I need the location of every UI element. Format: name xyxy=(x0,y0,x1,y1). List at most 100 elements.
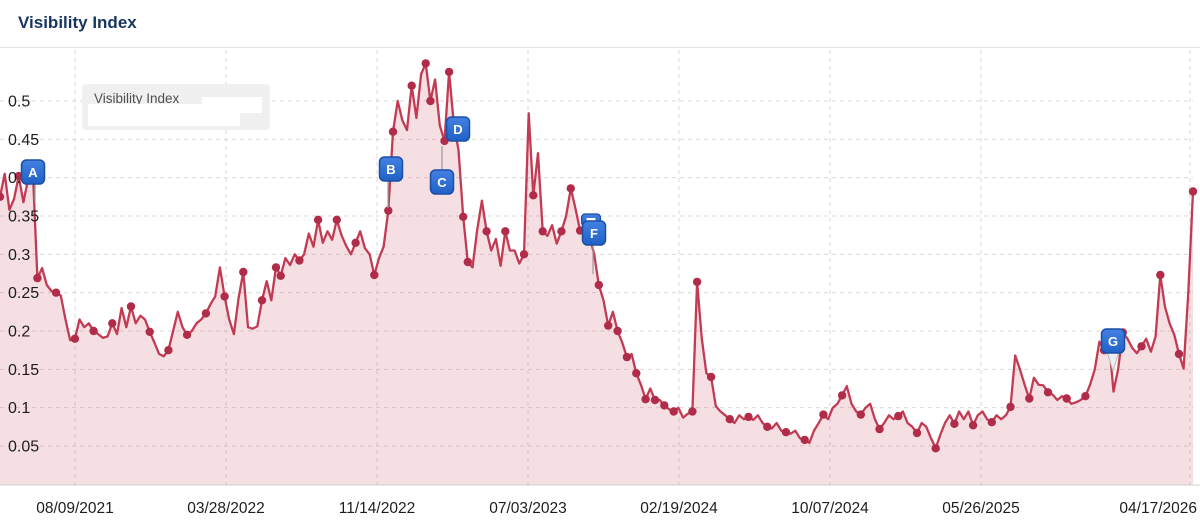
data-point[interactable] xyxy=(800,435,809,445)
data-point[interactable] xyxy=(313,215,323,224)
data-point[interactable] xyxy=(388,127,398,136)
data-point[interactable] xyxy=(894,411,903,421)
data-point[interactable] xyxy=(126,302,136,311)
data-point[interactable] xyxy=(692,277,702,287)
data-point[interactable] xyxy=(257,296,267,305)
data-point[interactable] xyxy=(332,215,341,224)
data-point[interactable] xyxy=(912,428,922,438)
data-point[interactable] xyxy=(931,444,940,453)
y-axis-label: 0.45 xyxy=(8,132,39,149)
data-point[interactable] xyxy=(669,407,678,416)
data-point[interactable] xyxy=(384,206,393,215)
data-point[interactable] xyxy=(276,271,285,280)
data-point[interactable] xyxy=(1174,349,1184,359)
data-point[interactable] xyxy=(613,326,622,336)
x-axis-label: 04/17/2026 xyxy=(1119,500,1197,517)
data-point[interactable] xyxy=(108,319,117,328)
data-point[interactable] xyxy=(744,412,753,422)
event-pin-G[interactable]: G xyxy=(1100,328,1126,373)
data-point[interactable] xyxy=(837,391,847,400)
data-point[interactable] xyxy=(968,421,978,430)
data-point[interactable] xyxy=(725,415,734,424)
data-point[interactable] xyxy=(1006,402,1015,412)
data-point[interactable] xyxy=(220,292,229,301)
data-point[interactable] xyxy=(1062,394,1071,403)
data-point[interactable] xyxy=(463,257,472,267)
event-pin-D[interactable]: D xyxy=(445,116,471,142)
y-axis-label: 0.25 xyxy=(8,285,39,302)
data-point[interactable] xyxy=(538,227,547,236)
data-point[interactable] xyxy=(33,273,42,283)
x-axis-label: 02/19/2024 xyxy=(640,500,718,517)
data-point[interactable] xyxy=(781,428,791,437)
data-point[interactable] xyxy=(51,288,61,297)
data-point[interactable] xyxy=(763,422,772,431)
data-point[interactable] xyxy=(271,263,281,272)
y-axis-label: 0.2 xyxy=(8,324,30,341)
data-point[interactable] xyxy=(1188,187,1198,196)
data-point[interactable] xyxy=(856,410,865,419)
event-pin-B[interactable]: B xyxy=(378,156,404,208)
data-point[interactable] xyxy=(1043,388,1053,397)
data-point[interactable] xyxy=(482,227,491,236)
y-axis-label: 0.3 xyxy=(8,247,30,264)
data-point[interactable] xyxy=(0,192,5,201)
data-point[interactable] xyxy=(444,67,454,77)
y-axis-label: 0.35 xyxy=(8,209,39,226)
data-point[interactable] xyxy=(370,270,379,280)
data-point[interactable] xyxy=(501,227,510,236)
data-point[interactable] xyxy=(201,309,211,318)
data-point[interactable] xyxy=(566,184,575,193)
data-point[interactable] xyxy=(819,410,828,419)
data-point[interactable] xyxy=(70,334,80,343)
header-divider xyxy=(0,47,1200,48)
data-point[interactable] xyxy=(641,395,650,404)
data-point[interactable] xyxy=(557,227,566,236)
data-point[interactable] xyxy=(351,238,360,247)
x-axis-label: 03/28/2022 xyxy=(187,500,265,517)
data-point[interactable] xyxy=(182,330,192,339)
data-point[interactable] xyxy=(604,321,613,330)
event-pin-F[interactable]: F xyxy=(581,220,607,274)
x-axis-label: 10/07/2024 xyxy=(791,500,869,517)
data-point[interactable] xyxy=(706,372,716,382)
data-point[interactable] xyxy=(519,250,529,259)
data-point[interactable] xyxy=(650,395,660,405)
data-point[interactable] xyxy=(421,59,430,68)
chart-tooltip: Visibility Index xyxy=(82,84,270,130)
data-point[interactable] xyxy=(529,191,538,200)
data-point[interactable] xyxy=(660,401,669,410)
data-point[interactable] xyxy=(1025,394,1034,403)
data-point[interactable] xyxy=(145,327,154,336)
data-point[interactable] xyxy=(164,346,173,355)
data-point[interactable] xyxy=(1156,270,1165,280)
data-point[interactable] xyxy=(622,352,632,362)
data-point[interactable] xyxy=(950,419,959,428)
y-axis-label: 0.05 xyxy=(8,439,39,456)
data-point[interactable] xyxy=(594,280,603,290)
pin-letter: D xyxy=(453,122,462,137)
pin-letter: G xyxy=(1108,334,1118,349)
data-point[interactable] xyxy=(875,424,884,434)
data-point[interactable] xyxy=(987,418,996,427)
data-point[interactable] xyxy=(239,267,248,277)
event-pin-A[interactable]: A xyxy=(20,159,46,202)
page-title: Visibility Index xyxy=(18,13,137,32)
y-axis-label: 0.1 xyxy=(8,400,30,417)
data-point[interactable] xyxy=(426,96,435,106)
pin-letter: B xyxy=(386,162,395,177)
data-point[interactable] xyxy=(632,369,641,378)
tooltip-series-label: Visibility Index xyxy=(94,91,180,106)
data-point[interactable] xyxy=(1081,392,1090,401)
data-point[interactable] xyxy=(459,212,468,221)
data-point[interactable] xyxy=(89,326,98,336)
pin-letter: A xyxy=(28,165,38,180)
data-point[interactable] xyxy=(1137,342,1146,351)
event-pin-C[interactable]: C xyxy=(429,146,455,195)
pin-letter: F xyxy=(590,226,598,241)
x-axis-label: 05/26/2025 xyxy=(942,500,1020,517)
data-point[interactable] xyxy=(688,407,697,416)
data-point[interactable] xyxy=(295,256,304,265)
data-point[interactable] xyxy=(407,81,416,90)
